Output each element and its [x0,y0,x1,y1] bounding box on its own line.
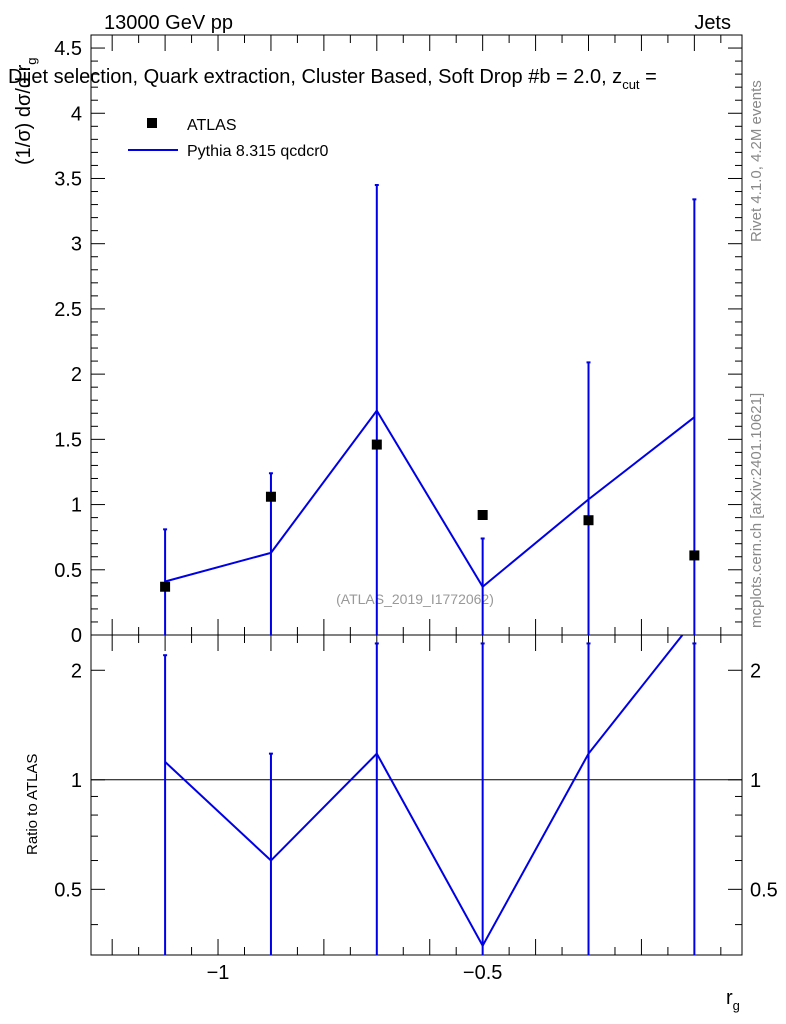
legend: ATLAS Pythia 8.315 qcdcr0 [128,117,329,160]
ratio-series-inner [163,635,697,955]
main-ylabel-text: (1/σ) dσ/d r [13,64,35,165]
ratio-panel-frame [90,634,743,956]
ratio-y-tick-label-left: 1 [71,770,82,792]
data-marker [477,510,488,520]
analysis-title-sub: cut [622,77,640,92]
main-y-tick-label: 1.5 [54,429,82,451]
data-marker [371,439,382,450]
ratio-series-line [164,635,684,948]
rivet-label: Rivet 4.1.0, 4.2M events [748,80,765,242]
mc-series-line [164,408,695,589]
analysis-title: Dijet selection, Quark extraction, Clust… [8,66,657,92]
ratio-y-ticks: 0.5 0.5 1 1 2 2 [54,660,778,926]
data-marker [265,491,276,502]
x-axis-label-sub: g [733,998,740,1013]
process-label: Jets [694,12,731,34]
main-y-tick-label: 0 [71,625,82,647]
x-tick-label: −1 [207,962,230,984]
main-y-tick-label: 2.5 [54,299,82,321]
x-axis-label: rg [726,987,740,1013]
ratio-y-tick-label-right: 2 [750,660,761,682]
ratio-y-tick-label-right: 1 [750,770,761,792]
ratio-ylabel: Ratio to ATLAS [24,754,41,855]
data-marker [583,515,594,526]
data-marker [160,581,171,592]
main-y-tick-label: 2 [71,364,82,386]
ratio-y-tick-label-right: 0.5 [750,879,778,901]
x-ticks: −1 −0.5 [111,35,722,984]
data-marker [689,550,700,561]
main-ylabel-sub: g [24,58,39,65]
ratio-series [163,635,697,955]
ratio-y-tick-label-left: 0.5 [54,879,82,901]
main-y-tick-label: 3 [71,234,82,256]
x-tick-label: −0.5 [463,962,502,984]
analysis-title-main: Dijet selection, Quark extraction, Clust… [8,66,622,88]
main-y-tick-label: 1 [71,495,82,517]
main-y-tick-label: 4 [71,103,82,125]
main-y-ticks: 0 0.5 1 1.5 2 2.5 3 3.5 4 4.5 [54,34,742,647]
mcplots-label: mcplots.cern.ch [arXiv:2401.10621] [748,393,765,628]
main-series [160,184,700,635]
legend-data-marker [147,118,157,128]
main-ylabel: (1/σ) dσ/d rg [13,58,39,166]
legend-mc-label: Pythia 8.315 qcdcr0 [187,143,329,160]
legend-data-label: ATLAS [187,117,237,134]
energy-label: 13000 GeV pp [104,12,233,34]
analysis-watermark: (ATLAS_2019_I1772062) [336,591,494,607]
main-y-tick-label: 4.5 [54,38,82,60]
analysis-title-tail: = [640,66,657,88]
ratio-y-tick-label-left: 2 [71,660,82,682]
x-axis-label-text: r [726,987,733,1009]
main-y-tick-label: 0.5 [54,560,82,582]
main-y-tick-label: 3.5 [54,168,82,190]
